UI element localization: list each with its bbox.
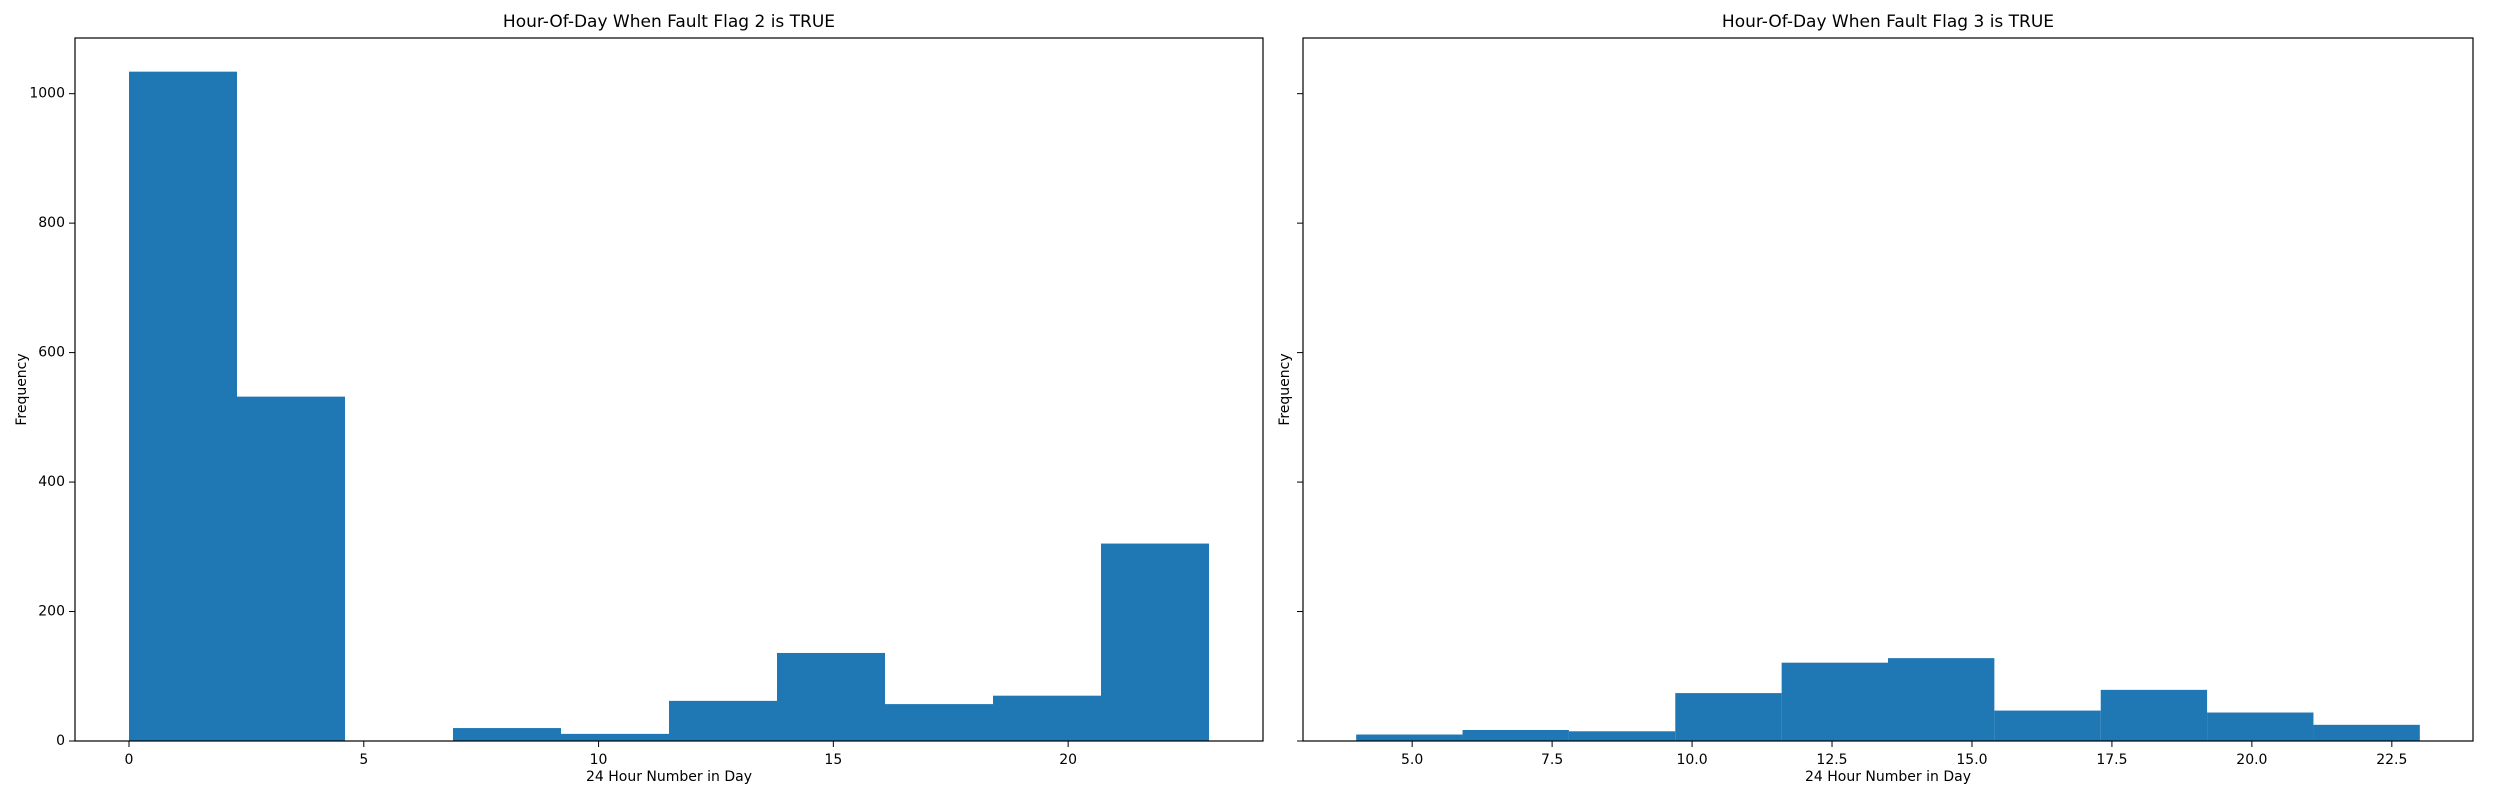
- bar: [2100, 689, 2208, 741]
- bar: [237, 396, 345, 741]
- bar: [669, 700, 777, 741]
- x-tick-label: 15.0: [1956, 752, 1987, 768]
- x-tick-label: 10: [590, 752, 608, 768]
- bar: [1356, 734, 1463, 741]
- y-tick-label: 400: [38, 474, 65, 490]
- bar: [1781, 662, 1888, 741]
- y-tick-label: 800: [38, 215, 65, 231]
- x-tick-label: 7.5: [1541, 752, 1563, 768]
- x-axis-label: 24 Hour Number in Day: [586, 769, 752, 785]
- x-axis-label: 24 Hour Number in Day: [1805, 769, 1971, 785]
- bar: [1994, 710, 2101, 741]
- bar: [1101, 543, 1209, 741]
- x-tick-label: 17.5: [2096, 752, 2127, 768]
- x-tick-label: 5.0: [1401, 752, 1423, 768]
- bar: [561, 733, 669, 741]
- bar: [129, 71, 237, 742]
- y-tick-label: 200: [38, 604, 65, 620]
- x-tick-label: 15: [824, 752, 842, 768]
- y-axis-label: Frequency: [14, 353, 30, 425]
- x-tick-label: 20: [1059, 752, 1077, 768]
- bar: [2313, 724, 2420, 741]
- y-axis-label: Frequency: [1277, 353, 1293, 425]
- y-tick-label: 1000: [29, 86, 65, 102]
- bar: [777, 652, 885, 741]
- x-tick-label: 0: [125, 752, 134, 768]
- chart-title: Hour-Of-Day When Fault Flag 2 is TRUE: [503, 12, 835, 32]
- y-tick-label: 0: [56, 733, 65, 749]
- y-tick-label: 600: [38, 345, 65, 361]
- x-tick-label: 22.5: [2376, 752, 2407, 768]
- bar: [1675, 693, 1782, 741]
- bar: [993, 695, 1101, 741]
- x-tick-label: 5: [359, 752, 368, 768]
- bar: [453, 728, 561, 741]
- chart-title: Hour-Of-Day When Fault Flag 3 is TRUE: [1722, 12, 2054, 32]
- bar: [1888, 658, 1995, 741]
- x-tick-label: 20.0: [2236, 752, 2267, 768]
- x-tick-label: 10.0: [1676, 752, 1707, 768]
- bar: [1462, 729, 1569, 741]
- bar: [2207, 712, 2314, 741]
- axes-frame: [74, 37, 1264, 742]
- bar: [885, 704, 993, 741]
- bar: [1568, 731, 1676, 741]
- x-tick-label: 12.5: [1816, 752, 1847, 768]
- axes-frame: [1302, 37, 2474, 742]
